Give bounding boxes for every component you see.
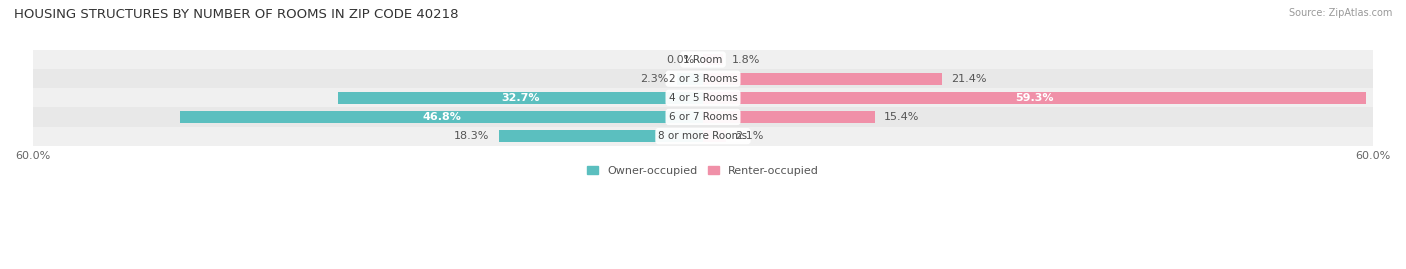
Text: 6 or 7 Rooms: 6 or 7 Rooms bbox=[669, 112, 737, 122]
Text: 32.7%: 32.7% bbox=[501, 93, 540, 103]
Bar bbox=[32, 50, 1374, 69]
Bar bbox=[180, 111, 703, 123]
Text: 1 Room: 1 Room bbox=[683, 55, 723, 65]
Bar bbox=[678, 73, 703, 85]
Bar bbox=[703, 111, 875, 123]
Text: 8 or more Rooms: 8 or more Rooms bbox=[658, 131, 748, 141]
Text: 59.3%: 59.3% bbox=[1015, 93, 1053, 103]
Text: HOUSING STRUCTURES BY NUMBER OF ROOMS IN ZIP CODE 40218: HOUSING STRUCTURES BY NUMBER OF ROOMS IN… bbox=[14, 8, 458, 21]
Bar bbox=[703, 92, 1365, 104]
Text: 2 or 3 Rooms: 2 or 3 Rooms bbox=[669, 74, 737, 84]
Bar bbox=[337, 92, 703, 104]
Bar bbox=[32, 107, 1374, 126]
Text: 2.3%: 2.3% bbox=[640, 74, 668, 84]
Bar bbox=[703, 130, 727, 142]
Bar bbox=[32, 126, 1374, 146]
Text: 1.8%: 1.8% bbox=[733, 55, 761, 65]
Text: Source: ZipAtlas.com: Source: ZipAtlas.com bbox=[1288, 8, 1392, 18]
Bar bbox=[703, 73, 942, 85]
Bar bbox=[703, 54, 723, 65]
Text: 2.1%: 2.1% bbox=[735, 131, 763, 141]
Bar bbox=[32, 69, 1374, 88]
Text: 21.4%: 21.4% bbox=[950, 74, 987, 84]
Bar bbox=[499, 130, 703, 142]
Text: 4 or 5 Rooms: 4 or 5 Rooms bbox=[669, 93, 737, 103]
Text: 46.8%: 46.8% bbox=[422, 112, 461, 122]
Bar bbox=[32, 88, 1374, 107]
Text: 18.3%: 18.3% bbox=[454, 131, 489, 141]
Text: 15.4%: 15.4% bbox=[884, 112, 920, 122]
Text: 0.0%: 0.0% bbox=[666, 55, 695, 65]
Legend: Owner-occupied, Renter-occupied: Owner-occupied, Renter-occupied bbox=[582, 161, 824, 180]
